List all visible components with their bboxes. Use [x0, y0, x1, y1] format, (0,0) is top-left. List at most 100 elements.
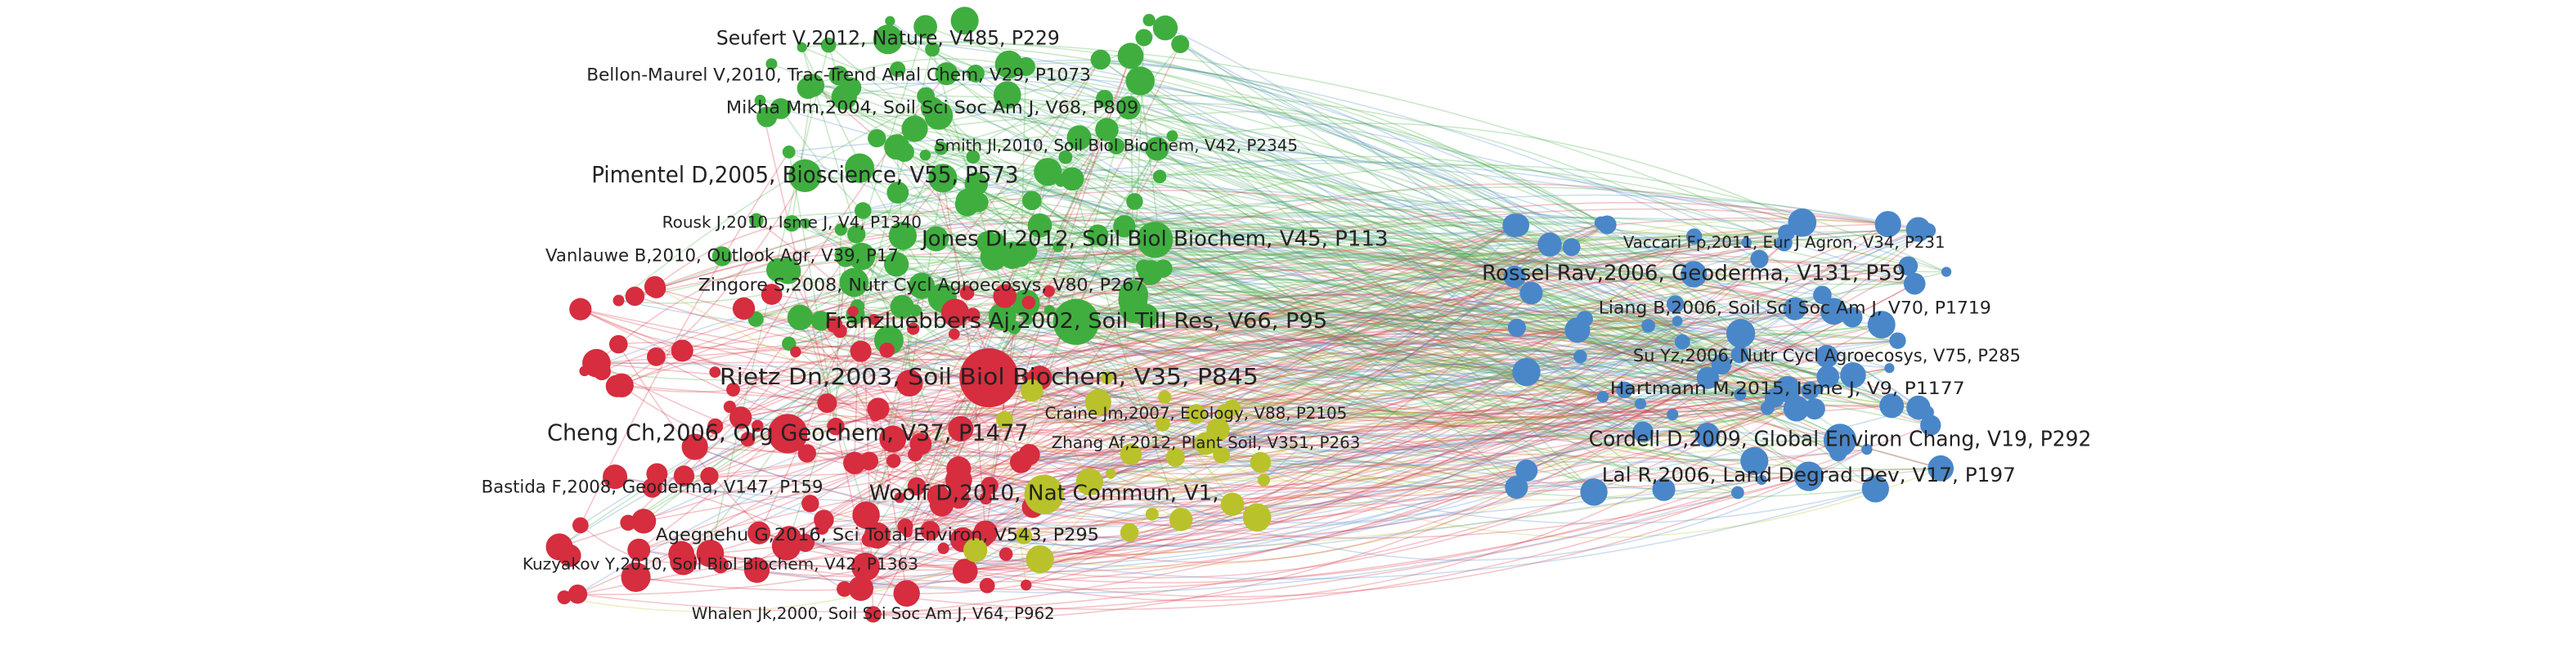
link — [954, 312, 1898, 380]
link — [1130, 56, 1928, 413]
node — [1505, 475, 1528, 500]
node — [707, 418, 724, 435]
link — [916, 403, 1641, 509]
link — [972, 156, 1586, 320]
node — [952, 558, 978, 584]
node — [1015, 527, 1033, 545]
link — [924, 155, 968, 294]
link — [932, 107, 1755, 462]
node — [1024, 474, 1064, 514]
link — [985, 326, 1890, 540]
link — [643, 408, 1815, 522]
node — [979, 577, 995, 594]
link — [914, 128, 1868, 451]
link — [914, 95, 1883, 325]
link — [733, 324, 1882, 421]
link — [1154, 239, 1819, 401]
node — [1867, 311, 1896, 339]
link — [1039, 442, 1206, 560]
link — [627, 226, 1125, 523]
link — [1133, 294, 1755, 462]
node — [1696, 366, 1720, 389]
node — [1632, 421, 1654, 443]
node — [1021, 379, 1043, 402]
node — [740, 432, 756, 447]
node — [890, 61, 906, 78]
link — [1106, 110, 1602, 224]
node — [873, 25, 903, 55]
link — [1106, 241, 1548, 379]
node — [868, 313, 880, 325]
node — [1101, 371, 1114, 384]
link — [1160, 235, 1694, 259]
node — [855, 202, 872, 219]
node — [888, 222, 918, 250]
link — [1006, 242, 1785, 556]
link — [1039, 377, 1132, 455]
link — [1172, 135, 1868, 451]
node — [768, 414, 808, 454]
link — [1060, 173, 1572, 249]
link — [940, 147, 1755, 462]
link — [906, 292, 1533, 594]
node — [1820, 298, 1847, 325]
link — [621, 384, 894, 455]
link — [617, 343, 845, 590]
node-label: Whalen Jk,2000, Soil Sci Soc Am J, V64, … — [692, 604, 1055, 623]
node — [817, 393, 837, 414]
node-label: Zhang Af,2012, Plant Soil, V351, P263 — [1052, 433, 1361, 452]
node — [945, 466, 972, 494]
link — [844, 491, 1739, 611]
node — [963, 538, 988, 563]
node — [990, 233, 1005, 249]
node-label: Agegnehu G,2016, Sci Total Environ, V543… — [656, 525, 1099, 545]
node — [1756, 474, 1767, 486]
node — [711, 557, 729, 574]
link — [1004, 406, 1762, 481]
node — [1874, 211, 1901, 238]
node — [1503, 265, 1526, 288]
node-label: Vaccari Fp,2011, Eur J Agron, V34, P231 — [1623, 233, 1945, 252]
link — [964, 20, 1518, 329]
link — [1257, 469, 1527, 518]
link — [833, 324, 922, 445]
node — [1250, 451, 1272, 473]
link — [873, 324, 1883, 616]
node — [801, 495, 819, 513]
node-label: Mikha Mm,2004, Soil Sci Soc Am J, V68, P… — [726, 98, 1138, 119]
node — [843, 451, 866, 474]
node — [620, 514, 636, 531]
link — [1260, 241, 1747, 464]
link — [958, 333, 1742, 549]
node — [1813, 285, 1832, 305]
link — [863, 209, 1787, 240]
link — [932, 107, 1644, 433]
node-label: Franzluebbers Aj,2002, Soil Till Res, V6… — [824, 309, 1327, 334]
link — [925, 132, 1519, 226]
link — [904, 325, 1649, 527]
node — [886, 453, 901, 468]
link — [812, 84, 1604, 398]
node — [1220, 492, 1245, 516]
link — [758, 223, 1889, 562]
node — [1616, 381, 1633, 399]
link — [1029, 241, 1549, 461]
node — [927, 484, 949, 507]
link — [1089, 327, 1518, 485]
node — [1898, 256, 1919, 276]
node — [1573, 349, 1587, 364]
node — [980, 492, 993, 505]
node — [864, 606, 882, 623]
node — [981, 477, 999, 495]
link — [577, 224, 1519, 595]
node — [1122, 49, 1139, 65]
node — [771, 531, 801, 561]
link — [1002, 241, 1747, 317]
link — [994, 256, 1853, 320]
link — [972, 310, 1853, 368]
node — [920, 520, 940, 540]
node — [1793, 461, 1824, 491]
link — [1031, 388, 1819, 437]
node — [847, 306, 859, 317]
link — [1150, 241, 1747, 281]
